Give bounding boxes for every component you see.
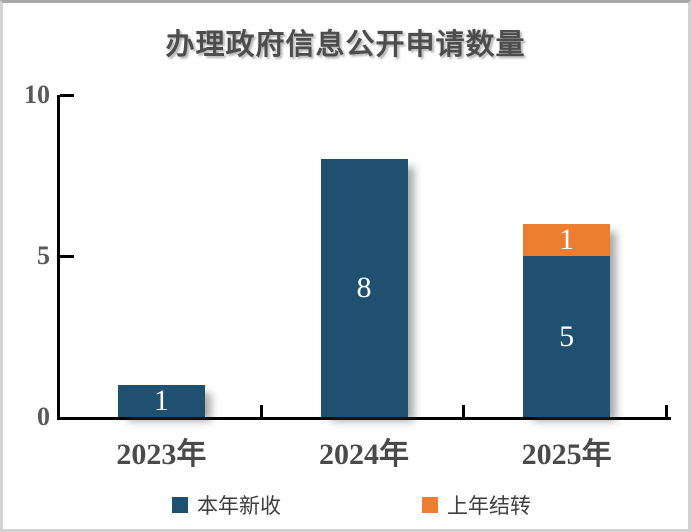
- bar-segment: 1: [523, 222, 611, 256]
- x-tick-mark: [665, 405, 668, 417]
- y-tick-label: 10: [24, 80, 50, 109]
- x-category-label: 2024年: [319, 438, 409, 471]
- bar-segment: 5: [523, 256, 611, 417]
- y-tick-label: 0: [37, 402, 50, 431]
- legend-label: 上年结转: [447, 494, 531, 518]
- y-tick-mark: [60, 93, 74, 97]
- y-axis-line: [57, 95, 60, 420]
- chart-title: 办理政府信息公开申请数量: [165, 29, 526, 61]
- bar-stack: 1: [117, 383, 205, 417]
- bar-segment: 1: [117, 383, 205, 417]
- bar-value-label: 8: [356, 271, 372, 305]
- x-tick-mark: [259, 405, 263, 417]
- x-category-label: 2025年: [521, 438, 612, 471]
- y-tick-mark: [60, 254, 74, 258]
- legend-item: 本年新收: [172, 490, 281, 520]
- legend-label: 本年新收: [197, 494, 281, 518]
- x-category-label: 2023年: [116, 438, 207, 471]
- plot-area: 0 5 10 1 8 1 5: [24, 82, 671, 430]
- legend-swatch-blue: [172, 497, 188, 513]
- bar-stack: 8: [320, 159, 408, 417]
- bar-value-label: 1: [153, 383, 169, 417]
- y-tick-label: 5: [37, 241, 50, 270]
- x-axis-line: [57, 417, 671, 420]
- legend-item: 上年结转: [422, 490, 531, 520]
- x-tick-mark: [462, 405, 466, 417]
- bar-segment: 8: [320, 159, 408, 417]
- bar-value-label: 5: [559, 319, 575, 353]
- legend: 本年新收 上年结转: [3, 490, 688, 518]
- bar-value-label: 1: [559, 222, 575, 256]
- legend-swatch-orange: [422, 497, 438, 513]
